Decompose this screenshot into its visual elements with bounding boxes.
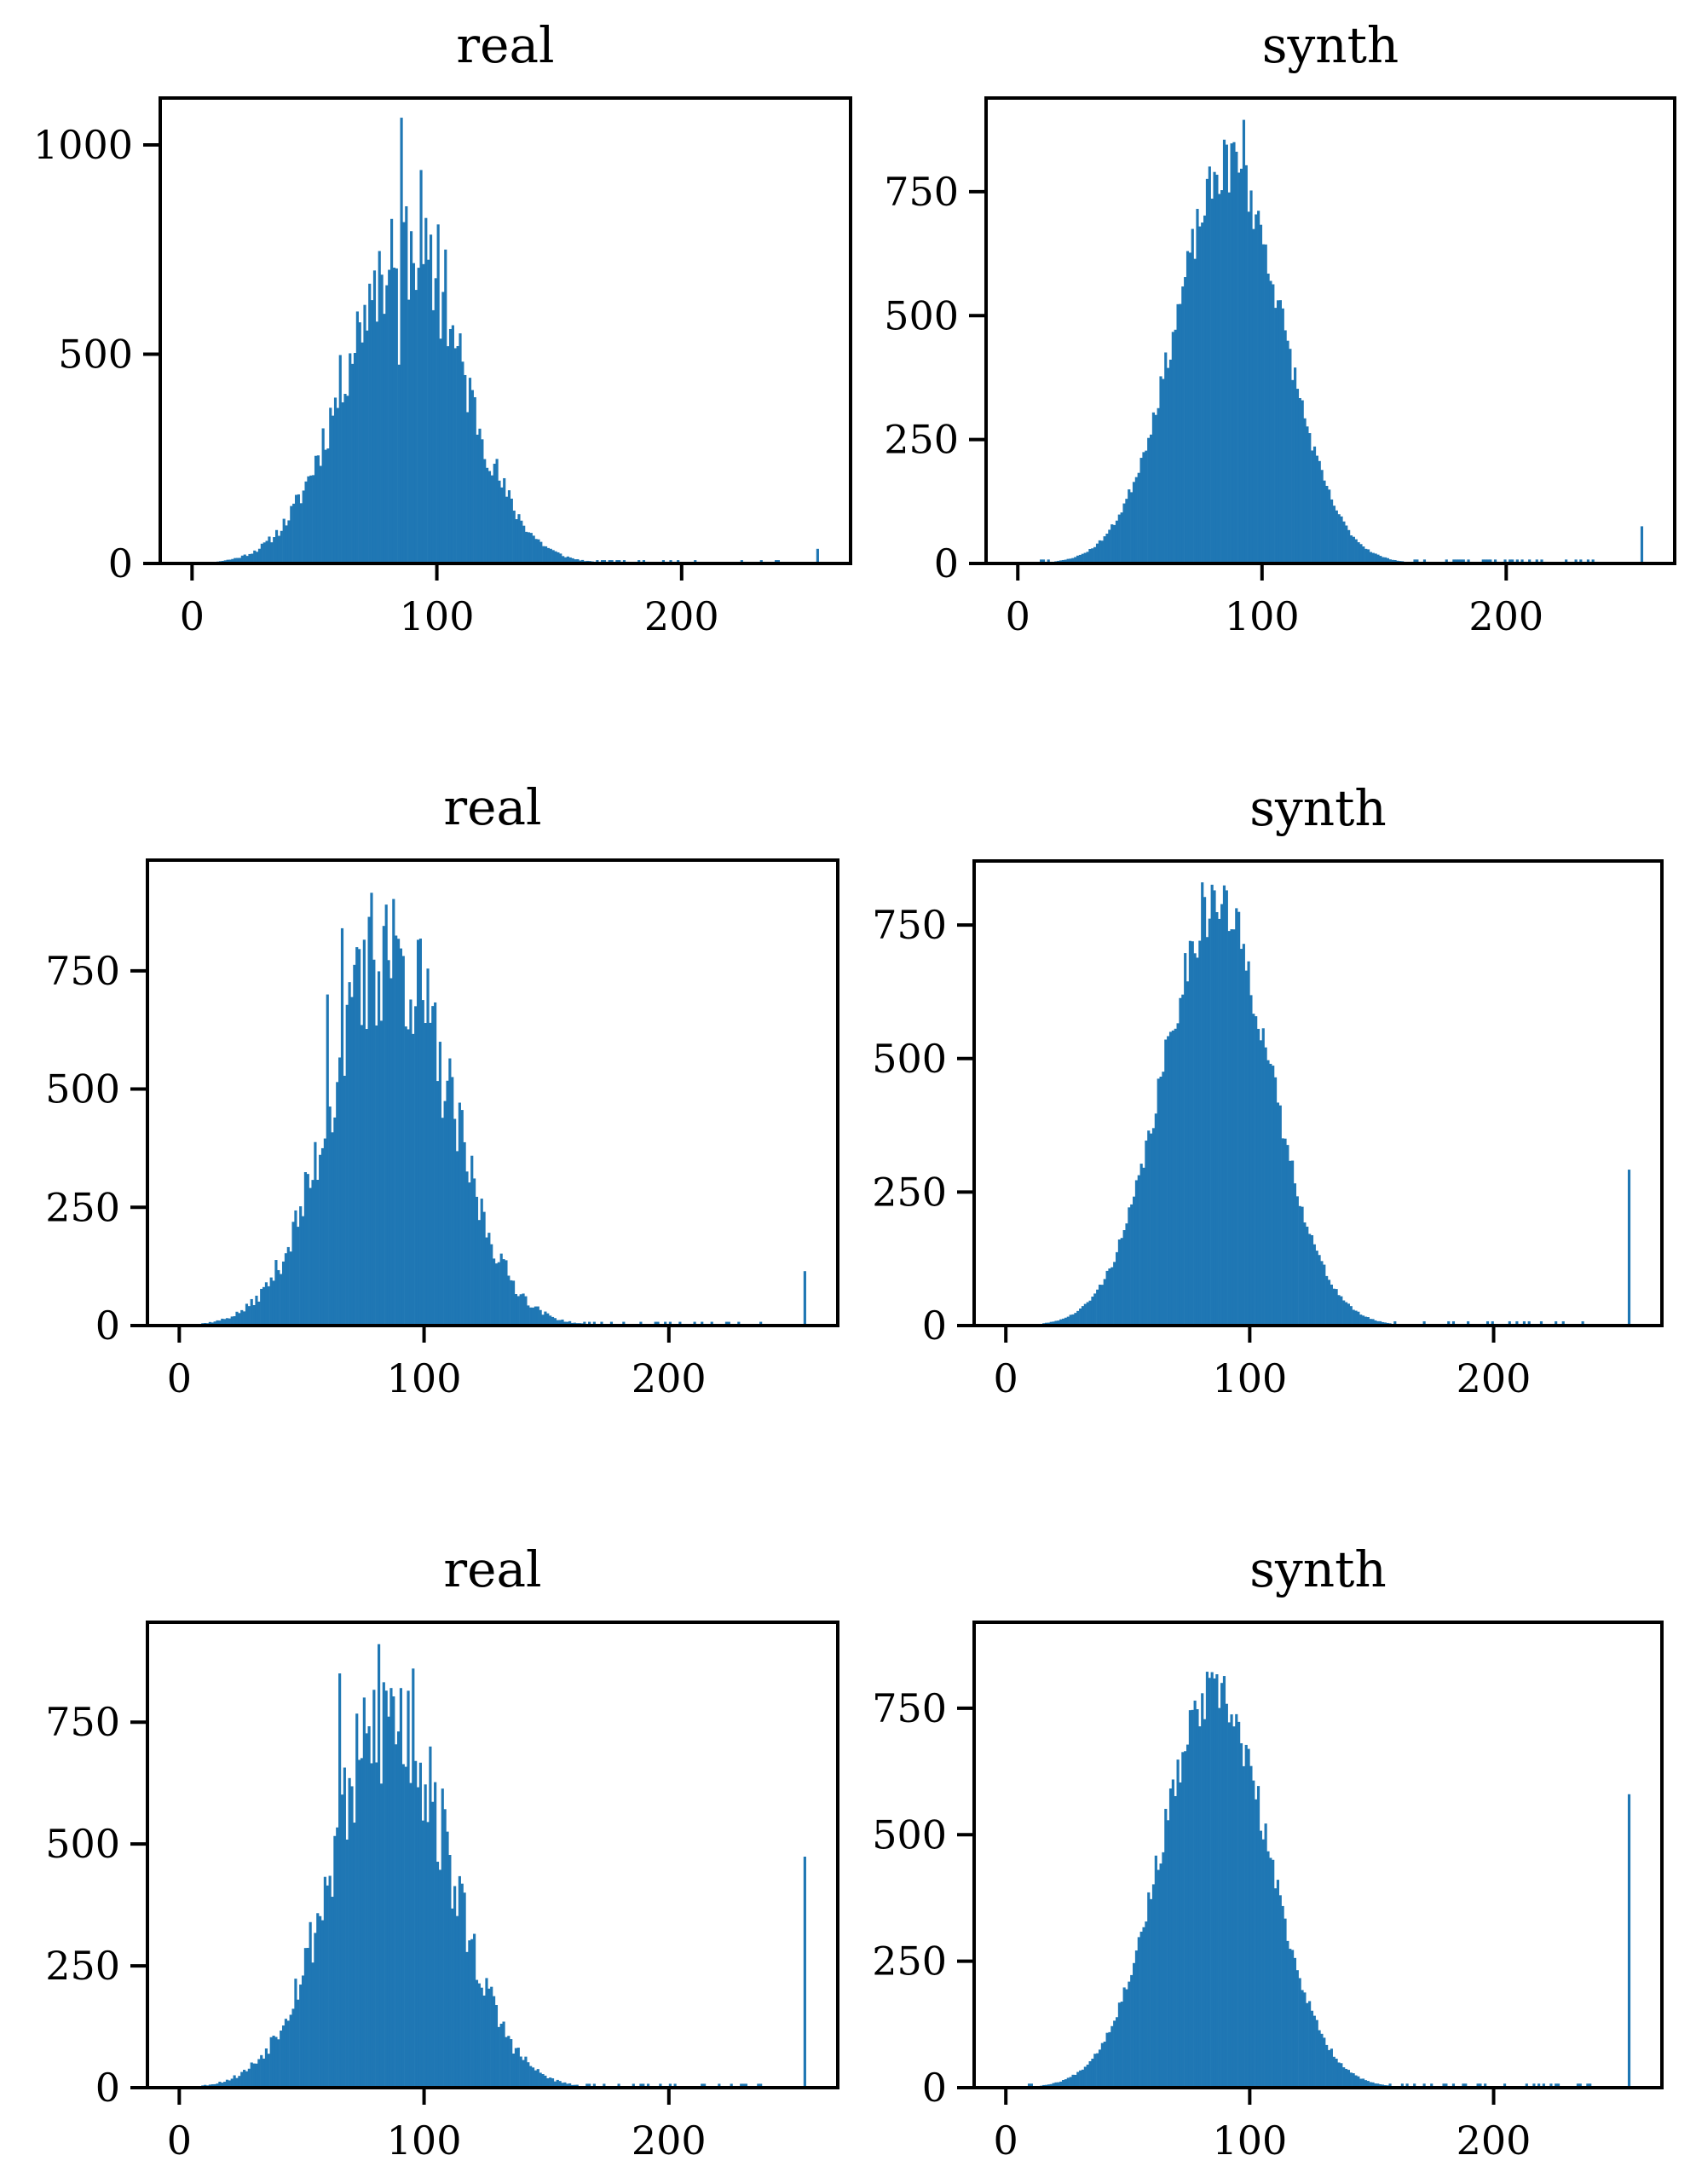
axes-frame (972, 1621, 1664, 2089)
x-tick-label: 200 (1457, 2118, 1532, 2164)
x-tick-label: 100 (1212, 1355, 1287, 1401)
y-tick-label: 0 (108, 540, 133, 586)
axes-frame (984, 96, 1676, 565)
x-tick-label: 0 (167, 2118, 192, 2164)
y-tick-label: 0 (922, 1303, 947, 1349)
histogram-panel-5-real: real 0 100 200 0 250 500 750 (45, 1540, 839, 2164)
y-tick-label: 0 (95, 2065, 120, 2111)
axes-frame (159, 96, 852, 565)
y-tick-label: 250 (45, 1943, 120, 1989)
y-tick-label: 750 (872, 902, 947, 948)
x-tick-label: 100 (387, 1355, 462, 1401)
y-tick-label: 250 (872, 1169, 947, 1215)
histogram-bars (1040, 119, 1644, 564)
histogram-panel-4-synth: synth 0 100 200 0 250 500 750 (872, 779, 1664, 1401)
histogram-bars (1042, 882, 1631, 1326)
y-tick-label: 750 (45, 948, 120, 994)
x-tick-label: 100 (387, 2118, 462, 2164)
x-tick-label: 100 (400, 593, 475, 639)
histogram-bars (201, 893, 806, 1326)
x-tick-label: 200 (1457, 1355, 1532, 1401)
x-tick-label: 0 (180, 593, 205, 639)
histogram-panel-2-synth: synth 0 100 200 0 250 500 750 (884, 16, 1676, 639)
y-tick-label: 500 (58, 331, 133, 377)
y-tick-label: 750 (45, 1699, 120, 1745)
y-tick-label: 0 (922, 2065, 947, 2111)
panel-title: real (456, 16, 554, 74)
y-tick-label: 500 (884, 292, 959, 338)
y-tick-label: 0 (934, 540, 959, 586)
y-tick-label: 0 (95, 1303, 120, 1349)
x-tick-label: 100 (1212, 2118, 1287, 2164)
y-tick-label: 250 (45, 1184, 120, 1230)
panel-title: synth (1249, 779, 1387, 837)
histogram-panel-3-real: real 0 100 200 0 250 500 750 (45, 778, 839, 1401)
x-tick-label: 100 (1225, 593, 1300, 639)
panel-title: real (443, 778, 541, 836)
panel-title: synth (1262, 16, 1399, 74)
axes-frame (972, 859, 1664, 1327)
histogram-bars (201, 1644, 806, 2088)
panel-title: synth (1249, 1540, 1387, 1598)
y-tick-label: 250 (872, 1938, 947, 1985)
x-tick-label: 200 (644, 593, 719, 639)
y-tick-label: 750 (872, 1685, 947, 1731)
x-tick-label: 0 (167, 1355, 192, 1401)
y-tick-label: 500 (872, 1811, 947, 1858)
histogram-bars (1027, 1672, 1631, 2088)
axes-frame (146, 858, 839, 1327)
y-tick-label: 750 (884, 169, 959, 215)
x-tick-label: 0 (994, 1355, 1018, 1401)
histogram-panel-1-real: real 0 100 200 0 500 1000 (33, 16, 852, 639)
y-tick-label: 250 (884, 417, 959, 463)
y-tick-label: 500 (45, 1821, 120, 1867)
x-tick-label: 0 (1006, 593, 1030, 639)
y-tick-label: 1000 (33, 122, 133, 168)
x-tick-label: 0 (994, 2118, 1018, 2164)
histogram-panel-6-synth: synth 0 100 200 0 250 500 750 (872, 1540, 1664, 2164)
x-tick-label: 200 (632, 1355, 707, 1401)
y-tick-label: 500 (45, 1066, 120, 1112)
panel-title: real (443, 1540, 541, 1598)
histogram-bars (216, 118, 819, 563)
y-tick-label: 500 (872, 1036, 947, 1082)
x-tick-label: 200 (1468, 593, 1543, 639)
x-tick-label: 200 (632, 2118, 707, 2164)
axes-frame (146, 1621, 839, 2089)
